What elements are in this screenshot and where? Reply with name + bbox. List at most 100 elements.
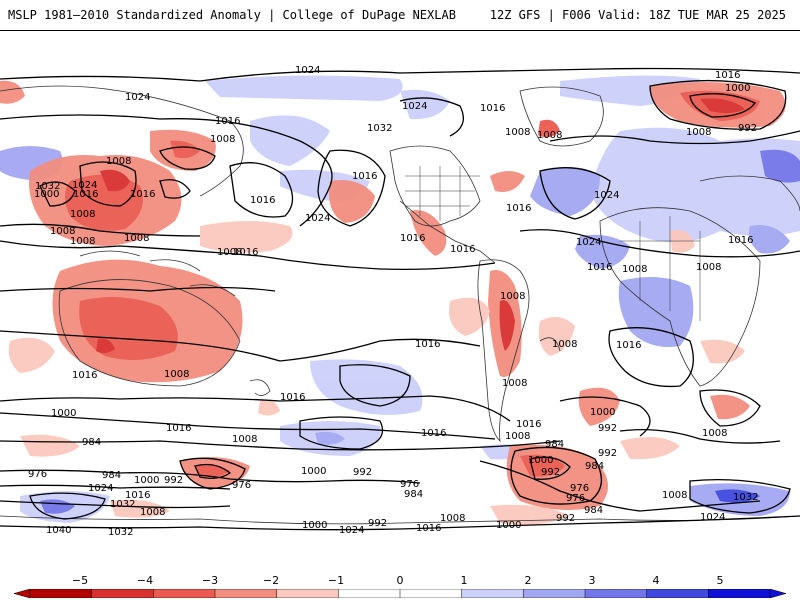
isobar-label: 1024 bbox=[72, 180, 97, 191]
isobar-label: 1016 bbox=[715, 70, 740, 81]
isobar-label: 1008 bbox=[500, 291, 525, 302]
isobar-label: 1000 bbox=[496, 520, 521, 531]
colorbar-tick-label: 4 bbox=[652, 574, 660, 587]
isobar-label: 1008 bbox=[210, 134, 235, 145]
isobar-label: 976 bbox=[232, 480, 251, 491]
isobar-label: 1008 bbox=[440, 513, 465, 524]
isobar-label: 1024 bbox=[402, 101, 427, 112]
isobar-label: 1032 bbox=[110, 499, 135, 510]
isobar-label: 1000 bbox=[134, 475, 159, 486]
isobar-label: 992 bbox=[353, 467, 372, 478]
isobar-label: 1024 bbox=[305, 213, 330, 224]
isobar-label: 1016 bbox=[587, 262, 612, 273]
colorbar-segment bbox=[523, 589, 586, 598]
isobar-label: 1016 bbox=[516, 419, 541, 430]
isobar-label: 1008 bbox=[696, 262, 721, 273]
isobar-label: 984 bbox=[102, 470, 121, 481]
colorbar-tick-label: −2 bbox=[262, 574, 280, 587]
map-title: MSLP 1981–2010 Standardized Anomaly | Co… bbox=[8, 8, 456, 22]
isobar-label: 1024 bbox=[125, 92, 150, 103]
colorbar-tick-label: 1 bbox=[460, 574, 468, 587]
colorbar-segment bbox=[708, 589, 771, 598]
isobar-label: 1008 bbox=[106, 156, 131, 167]
colorbar-pos-extend bbox=[769, 589, 786, 598]
isobar-label: 1016 bbox=[130, 189, 155, 200]
isobar-label: 1016 bbox=[506, 203, 531, 214]
isobar-label: 1008 bbox=[50, 226, 75, 237]
isobar-label: 1008 bbox=[537, 130, 562, 141]
isobar-label: 1032 bbox=[733, 492, 758, 503]
isobar-label: 976 bbox=[28, 469, 47, 480]
isobar-label: 1008 bbox=[232, 434, 257, 445]
isobar-label: 992 bbox=[738, 123, 757, 134]
isobar-label: 1016 bbox=[250, 195, 275, 206]
isobar-label: 1008 bbox=[140, 507, 165, 518]
isobar-label: 1008 bbox=[662, 490, 687, 501]
colorbar-tick-label: −4 bbox=[136, 574, 154, 587]
isobar-label: 992 bbox=[598, 423, 617, 434]
isobar-label: 1008 bbox=[505, 431, 530, 442]
colorbar-tick-label: −3 bbox=[201, 574, 219, 587]
isobar-label: 1024 bbox=[594, 190, 619, 201]
anomaly-colorbar bbox=[14, 589, 786, 598]
isobar-label: 1032 bbox=[108, 527, 133, 538]
isobar-label: 1008 bbox=[702, 428, 727, 439]
isobar-label: 1008 bbox=[552, 339, 577, 350]
colorbar-tick-label: 5 bbox=[716, 574, 724, 587]
isobar-label: 1016 bbox=[415, 339, 440, 350]
isobar-label: 1016 bbox=[233, 247, 258, 258]
isobar-label: 1024 bbox=[576, 237, 601, 248]
isobar-label: 1008 bbox=[217, 247, 242, 258]
colorbar-segment bbox=[153, 589, 216, 598]
isobar-label: 1016 bbox=[421, 428, 446, 439]
colorbar-segment bbox=[646, 589, 710, 598]
isobar-label: 1000 bbox=[34, 189, 59, 200]
isobar-label: 984 bbox=[404, 489, 423, 500]
colorbar-tick-label: 2 bbox=[524, 574, 532, 587]
isobar-label: 1016 bbox=[215, 116, 240, 127]
isobar-label: 1016 bbox=[125, 490, 150, 501]
colorbar-tick-label: −5 bbox=[71, 574, 89, 587]
isobar-label: 992 bbox=[556, 513, 575, 524]
isobar-label: 1008 bbox=[686, 127, 711, 138]
isobar-label: 1008 bbox=[70, 209, 95, 220]
isobar-label: 1016 bbox=[400, 233, 425, 244]
isobar-label: 992 bbox=[598, 448, 617, 459]
isobar-label: 1024 bbox=[88, 483, 113, 494]
isobar-label: 992 bbox=[164, 475, 183, 486]
isobar-label: 1016 bbox=[73, 189, 98, 200]
colorbar-tick-label: 3 bbox=[588, 574, 596, 587]
isobar-label: 976 bbox=[566, 493, 585, 504]
isobar-label: 984 bbox=[82, 437, 101, 448]
isobar-label: 1008 bbox=[164, 369, 189, 380]
isobar-label: 992 bbox=[541, 467, 560, 478]
isobar-label: 1008 bbox=[70, 236, 95, 247]
isobar-label: 1016 bbox=[72, 370, 97, 381]
isobar-label: 1016 bbox=[728, 235, 753, 246]
colorbar-segment bbox=[399, 589, 463, 598]
isobar-label: 1016 bbox=[166, 423, 191, 434]
isobar-label: 1016 bbox=[280, 392, 305, 403]
isobar-label: 1000 bbox=[725, 83, 750, 94]
mslp-anomaly-map: 1024 1016 1000 1024 1032 1024 1016 1008 … bbox=[0, 30, 800, 571]
isobar-labels: 1024 1016 1000 1024 1032 1024 1016 1008 … bbox=[28, 65, 758, 538]
isobar-label: 1000 bbox=[302, 520, 327, 531]
isobar-label: 1008 bbox=[622, 264, 647, 275]
colorbar-segment bbox=[584, 589, 648, 598]
colorbar-neg-extend bbox=[14, 589, 31, 598]
colorbar-segment bbox=[338, 589, 401, 598]
isobar-label: 1016 bbox=[450, 244, 475, 255]
colorbar-tick-label: 0 bbox=[396, 574, 404, 587]
isobar-label: 992 bbox=[368, 518, 387, 529]
isobar-label: 1024 bbox=[700, 512, 725, 523]
colorbar-segment bbox=[461, 589, 525, 598]
isobar-label: 1040 bbox=[46, 525, 71, 536]
isobar-label: 1008 bbox=[502, 378, 527, 389]
isobar-label: 976 bbox=[400, 479, 419, 490]
isobar-label: 1000 bbox=[528, 455, 553, 466]
isobar-label: 1032 bbox=[35, 181, 60, 192]
isobar-label: 1000 bbox=[590, 407, 615, 418]
colorbar-segment bbox=[91, 589, 155, 598]
isobar-label: 984 bbox=[585, 461, 604, 472]
political-boundaries bbox=[405, 166, 701, 321]
